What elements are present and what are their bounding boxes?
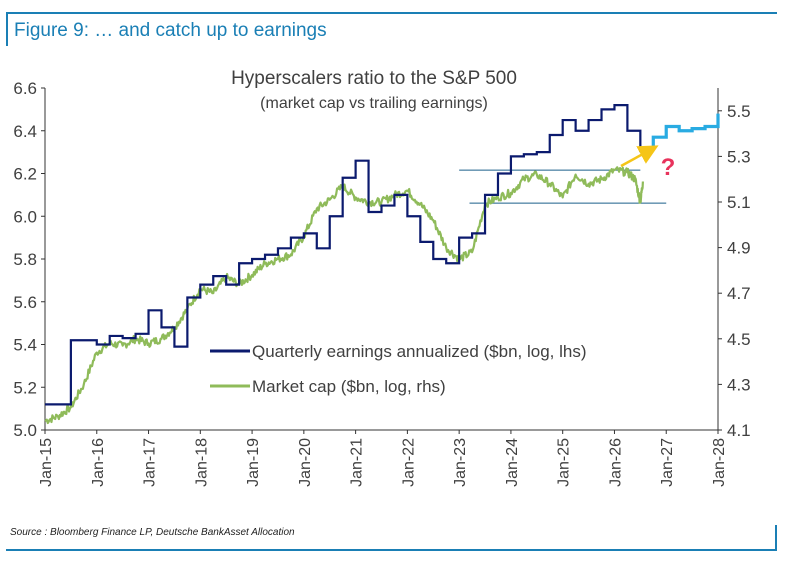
legend: Quarterly earnings annualized ($bn, log,… [210,342,587,396]
series-earnings-line [45,104,642,406]
x-tick-label: Jan-26 [607,438,624,487]
question-mark: ? [661,154,676,181]
y-right-tick-label: 5.1 [727,193,751,212]
header-rule [6,12,777,14]
legend-label: Quarterly earnings annualized ($bn, log,… [252,342,587,361]
y-right-tick-label: 5.5 [727,102,751,121]
y-right-tick-label: 4.7 [727,284,751,303]
annotations: ? [620,145,676,181]
y-right-tick-label: 4.9 [727,239,751,258]
y-right-tick-label: 4.5 [727,330,751,349]
trend-arrow [620,145,659,168]
series-earnings-forecast-line [640,113,720,150]
x-tick-label: Jan-21 [349,438,366,487]
header-side-rule [6,12,8,46]
y-left-tick-label: 6.2 [13,165,37,184]
footer-rule [6,549,777,551]
series-market-cap-line [44,166,644,425]
axes: 5.0 5.2 5.4 5.6 5.8 6.0 6.2 6.4 6.6 4.1 4.3 4.5 4.7 4… [13,79,750,487]
source-note: Source : Bloomberg Finance LP, Deutsche … [10,527,295,538]
y-right-tick-label: 4.1 [727,421,751,440]
y-left-tick-label: 6.6 [13,79,37,98]
y-right-tick-label: 5.3 [727,147,751,166]
x-tick-label: Jan-22 [400,438,417,487]
x-tick-label: Jan-25 [556,438,573,487]
legend-label: Market cap ($bn, log, rhs) [252,377,446,396]
series-layer [44,104,720,425]
chart-title: Hyperscalers ratio to the S&P 500 [231,68,517,89]
footer-side-rule [775,525,777,551]
x-tick-label: Jan-16 [90,438,107,487]
figure-footer: Source : Bloomberg Finance LP, Deutsche … [0,521,797,551]
x-tick-label: Jan-23 [452,438,469,487]
figure-header: Figure 9: … and catch up to earnings [0,12,797,46]
y-left-tick-label: 6.0 [13,207,37,226]
y-left-tick-label: 5.2 [13,378,37,397]
x-tick-label: Jan-19 [245,438,262,487]
x-tick-label: Jan-18 [193,438,210,487]
chart-subtitle: (market cap vs trailing earnings) [260,95,488,112]
x-tick-label: Jan-15 [38,438,55,487]
figure-title: Figure 9: … and catch up to earnings [14,20,327,41]
y-left-tick-label: 5.6 [13,293,37,312]
y-left-tick-label: 5.0 [13,421,37,440]
y-left-tick-label: 5.4 [13,336,37,355]
x-tick-label: Jan-27 [659,438,676,487]
y-right-tick-label: 4.3 [727,375,751,394]
y-left-tick-label: 6.4 [13,122,37,141]
x-tick-label: Jan-17 [142,438,159,487]
x-tick-label: Jan-24 [504,438,521,487]
x-tick-label: Jan-28 [711,438,728,487]
x-tick-label: Jan-20 [297,438,314,487]
y-left-tick-label: 5.8 [13,250,37,269]
